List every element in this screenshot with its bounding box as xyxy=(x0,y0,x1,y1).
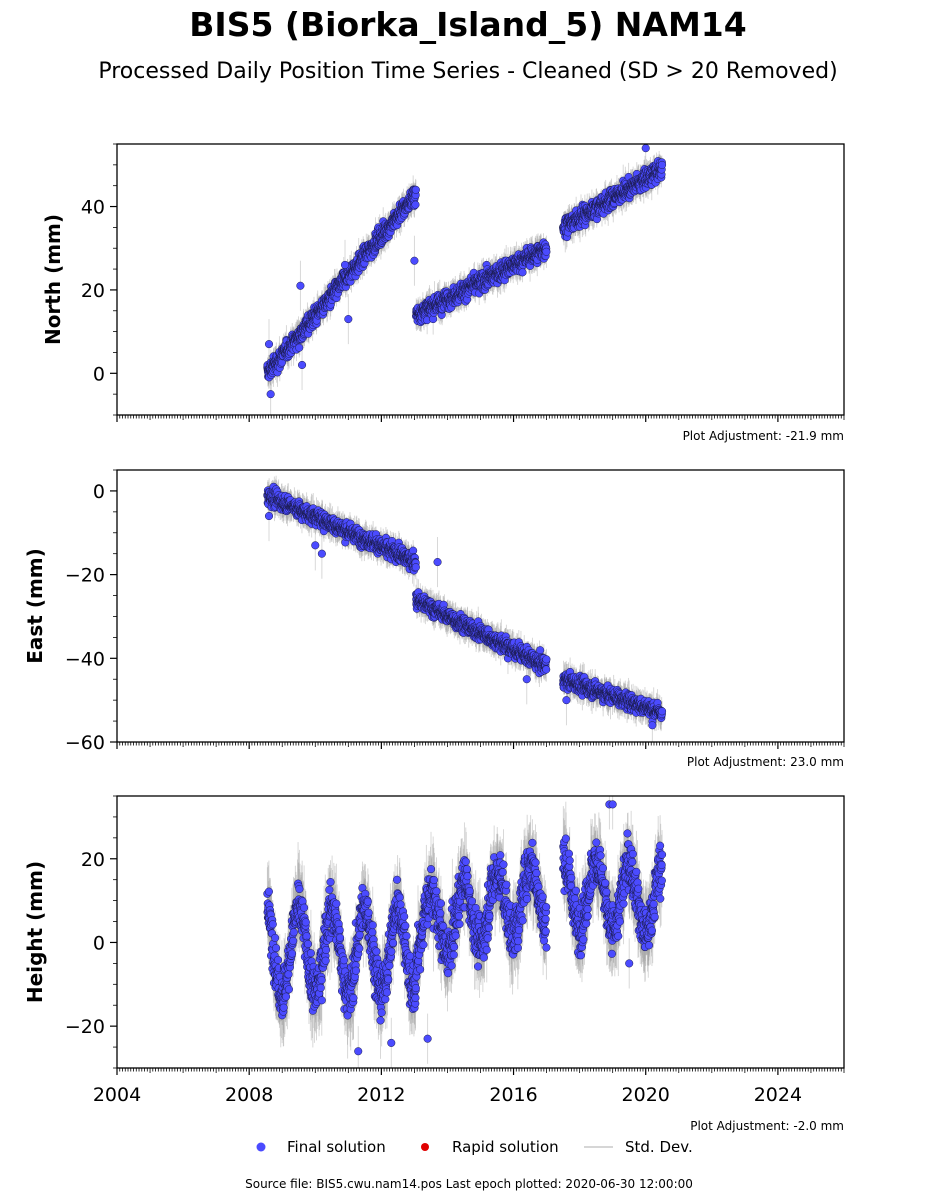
plot-area xyxy=(263,475,667,742)
y-axis-label: North (mm) xyxy=(41,214,65,345)
data-point xyxy=(266,390,275,399)
data-point xyxy=(542,247,551,256)
data-point xyxy=(658,160,667,169)
data-point xyxy=(410,256,419,265)
y-tick-label: 0 xyxy=(93,363,105,385)
chart-title: BIS5 (Biorka_Island_5) NAM14 xyxy=(189,5,746,44)
panels: 0 20 40 North (mm) Plot Adjustment: -21.9 mm… xyxy=(23,143,845,1133)
panel-north: 0 20 40 North (mm) Plot Adjustment: -21.9 mm xyxy=(41,143,845,443)
y-tick-label: 40 xyxy=(81,197,105,219)
plot-area xyxy=(263,144,667,415)
data-point xyxy=(264,340,274,349)
plot-adjustment-note: Plot Adjustment: -21.9 mm xyxy=(683,429,844,443)
data-point xyxy=(411,200,420,209)
chart-subtitle: Processed Daily Position Time Series - C… xyxy=(98,59,837,84)
data-point xyxy=(518,268,527,277)
data-point xyxy=(296,281,305,290)
data-point xyxy=(344,315,353,324)
data-point xyxy=(295,343,304,352)
data-point xyxy=(641,144,650,153)
data-point xyxy=(340,260,350,269)
y-tick-label: 20 xyxy=(81,280,105,302)
data-point xyxy=(411,185,420,194)
data-point xyxy=(298,360,307,370)
